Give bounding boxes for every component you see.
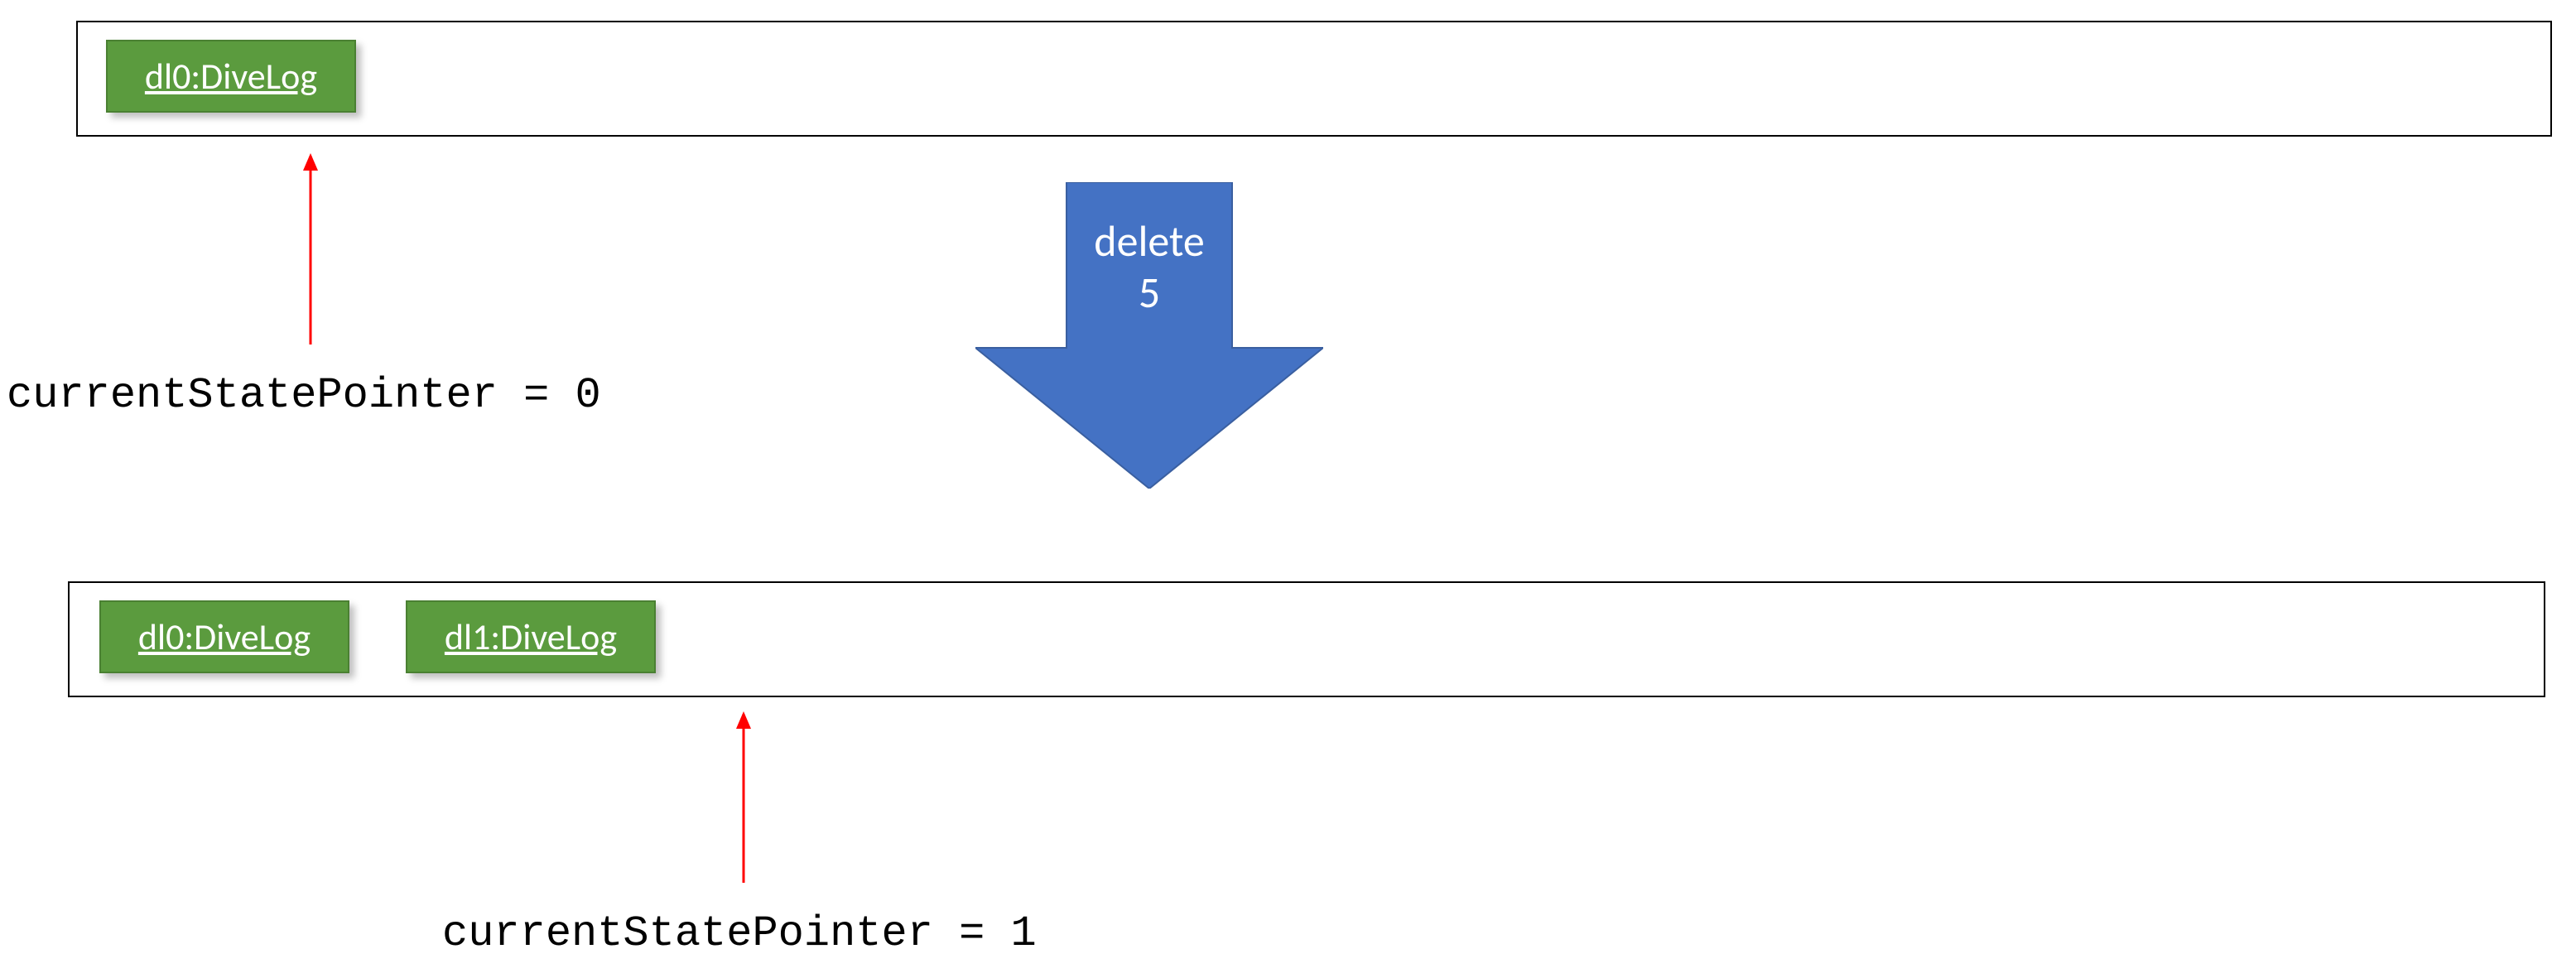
node-dl0-after: dl0:DiveLog	[99, 600, 349, 673]
pointer-label-before: currentStatePointer = 0	[7, 371, 601, 420]
pointer-arrow-after	[735, 704, 752, 903]
pointer-label-text: currentStatePointer = 1	[442, 909, 1037, 958]
node-label: dl1:DiveLog	[445, 614, 617, 659]
transition-label-line2: 5	[1139, 266, 1160, 319]
node-label: dl0:DiveLog	[145, 54, 317, 99]
state-before-container	[76, 21, 2552, 137]
node-dl1-after: dl1:DiveLog	[406, 600, 656, 673]
pointer-arrow-before	[302, 146, 319, 364]
node-label: dl0:DiveLog	[138, 614, 311, 659]
transition-arrow-label: delete 5	[975, 215, 1323, 319]
pointer-label-after: currentStatePointer = 1	[442, 909, 1037, 958]
node-dl0-before: dl0:DiveLog	[106, 40, 356, 113]
pointer-label-text: currentStatePointer = 0	[7, 371, 601, 420]
transition-label-line1: delete	[1094, 214, 1204, 267]
